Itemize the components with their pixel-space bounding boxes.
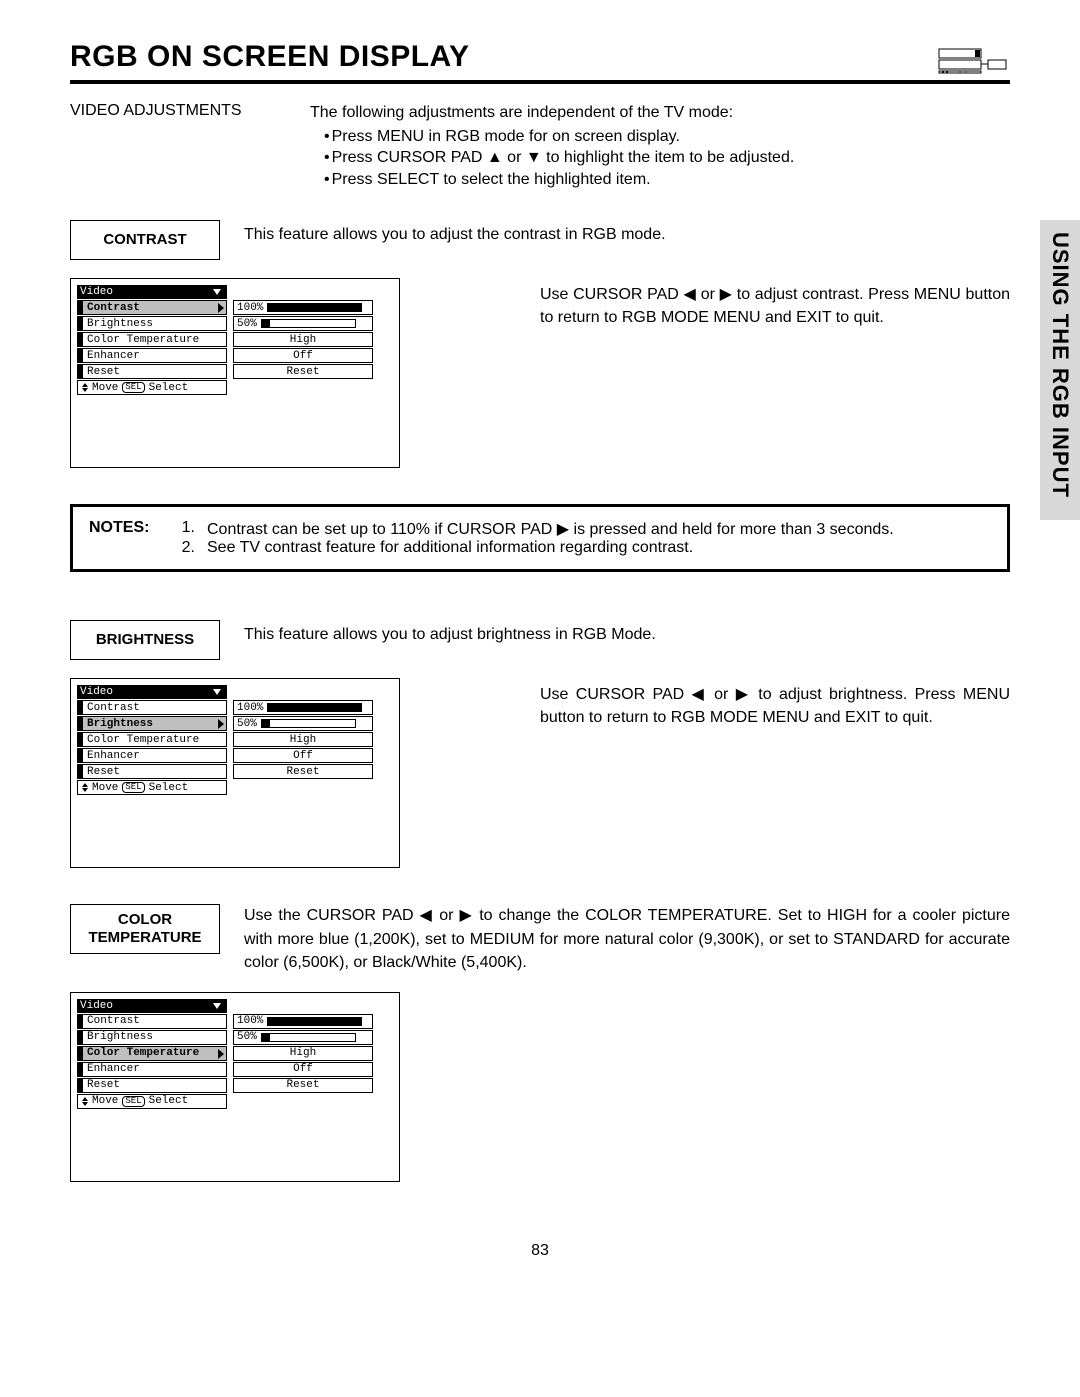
page-number: 83: [70, 1242, 1010, 1260]
contrast-desc: This feature allows you to adjust the co…: [244, 220, 1010, 244]
side-tab-label: USING THE RGB INPUT: [1047, 232, 1073, 498]
note-text: See TV contrast feature for additional i…: [207, 539, 693, 557]
intro-bullet: Press SELECT to select the highlighted i…: [324, 169, 794, 191]
page-header: RGB ON SCREEN DISPLAY: [70, 40, 1010, 84]
color-temp-box-label: COLOR TEMPERATURE: [70, 904, 220, 954]
intro-body: The following adjustments are independen…: [310, 102, 794, 190]
contrast-box-label: CONTRAST: [70, 220, 220, 260]
brightness-section: BRIGHTNESS This feature allows you to ad…: [70, 620, 1010, 868]
display-pictogram-icon: [938, 48, 1010, 74]
intro-bullet: Press CURSOR PAD ▲ or ▼ to highlight the…: [324, 147, 794, 169]
intro-lead: The following adjustments are independen…: [310, 102, 794, 124]
side-tab: USING THE RGB INPUT: [1040, 220, 1080, 520]
intro-section: VIDEO ADJUSTMENTS The following adjustme…: [70, 102, 1010, 190]
osd-brightness: VideoContrast100%Brightness50%Color Temp…: [70, 678, 400, 868]
color-temp-box-text: COLOR TEMPERATURE: [88, 911, 201, 946]
note-number: 1.: [177, 519, 195, 539]
notes-list: 1. Contrast can be set up to 110% if CURS…: [177, 519, 894, 557]
notes-box: NOTES: 1. Contrast can be set up to 110% …: [70, 504, 1010, 572]
color-temp-desc: Use the CURSOR PAD ◀ or ▶ to change the …: [244, 904, 1010, 974]
brightness-box-label: BRIGHTNESS: [70, 620, 220, 660]
notes-label: NOTES:: [89, 519, 167, 557]
contrast-section: CONTRAST This feature allows you to adju…: [70, 220, 1010, 468]
contrast-instructions: Use CURSOR PAD ◀ or ▶ to adjust contrast…: [460, 278, 1010, 329]
color-temp-section: COLOR TEMPERATURE Use the CURSOR PAD ◀ o…: [70, 904, 1010, 1182]
intro-label: VIDEO ADJUSTMENTS: [70, 102, 280, 190]
osd-color-temp: VideoContrast100%Brightness50%Color Temp…: [70, 992, 400, 1182]
brightness-desc: This feature allows you to adjust bright…: [244, 620, 1010, 644]
page-title: RGB ON SCREEN DISPLAY: [70, 40, 469, 74]
brightness-instructions: Use CURSOR PAD ◀ or ▶ to adjust brightne…: [460, 678, 1010, 729]
note-number: 2.: [177, 539, 195, 557]
intro-bullet: Press MENU in RGB mode for on screen dis…: [324, 126, 794, 148]
note-text: Contrast can be set up to 110% if CURSOR…: [207, 519, 894, 539]
osd-contrast: VideoContrast100%Brightness50%Color Temp…: [70, 278, 400, 468]
